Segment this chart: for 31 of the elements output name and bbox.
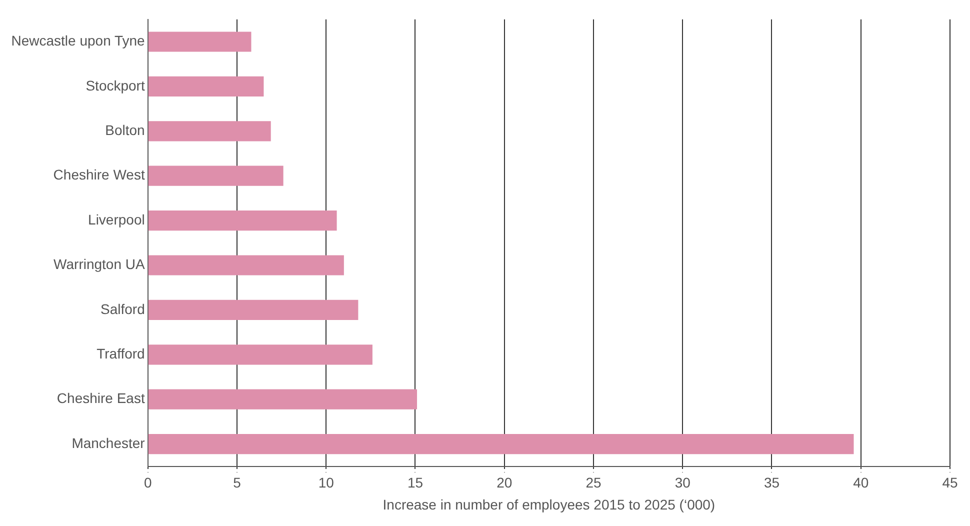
y-tick-label: Bolton xyxy=(105,122,145,138)
x-tick-label: 30 xyxy=(674,474,691,491)
x-tick-label: 0 xyxy=(144,474,152,491)
y-tick-label: Warrington UA xyxy=(54,256,146,272)
bar xyxy=(148,434,854,454)
x-tick-label: 25 xyxy=(586,474,602,491)
bar xyxy=(148,121,271,142)
bar xyxy=(148,389,418,410)
bar xyxy=(148,210,337,231)
y-tick-label: Salford xyxy=(100,300,145,317)
bar xyxy=(148,166,284,186)
x-tick-label: 40 xyxy=(853,474,869,491)
bar xyxy=(148,344,372,365)
y-tick-label: Manchester xyxy=(72,434,146,451)
y-tick-label: Cheshire East xyxy=(56,390,145,406)
x-tick-label: 15 xyxy=(407,474,424,491)
y-tick-label: Trafford xyxy=(96,346,145,362)
bar xyxy=(148,32,252,52)
x-tick-label: 35 xyxy=(764,474,780,491)
x-tick-label: 20 xyxy=(496,474,512,491)
bar xyxy=(148,76,264,97)
y-tick-label: Cheshire West xyxy=(53,166,145,183)
x-tick-label: 5 xyxy=(233,474,242,491)
y-tick-label: Liverpool xyxy=(88,211,145,228)
y-tick-label: Stockport xyxy=(86,77,145,94)
x-tick-label: 10 xyxy=(318,474,334,491)
bar xyxy=(148,300,358,320)
x-axis-title: Increase in number of employees 2015 to 2025 (‘000) xyxy=(382,496,716,512)
x-tick-label: 45 xyxy=(942,474,958,491)
y-tick-label: Newcastle upon Tyne xyxy=(11,32,146,49)
bar xyxy=(148,255,344,276)
